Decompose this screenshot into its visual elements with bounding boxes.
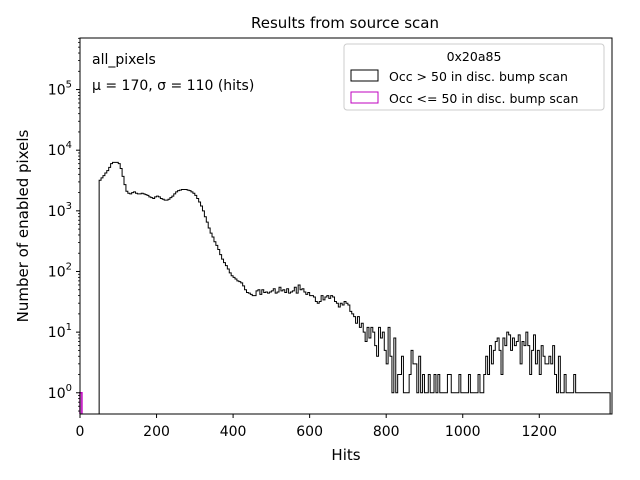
y-tick-label: 102 xyxy=(48,261,72,280)
stats-annotation: μ = 170, σ = 110 (hits) xyxy=(92,78,254,94)
y-tick-label: 104 xyxy=(48,140,72,159)
series-layer xyxy=(79,161,611,414)
x-tick-label: 200 xyxy=(143,424,170,440)
legend-label-occ-above: Occ > 50 in disc. bump scan xyxy=(389,69,568,84)
x-axis-label: Hits xyxy=(331,446,360,464)
legend-label-occ-below: Occ <= 50 in disc. bump scan xyxy=(389,91,578,106)
x-tick-label: 400 xyxy=(220,424,247,440)
y-axis-label: Number of enabled pixels xyxy=(14,129,32,322)
x-tick-label: 600 xyxy=(296,424,323,440)
y-tick-label: 103 xyxy=(48,201,72,220)
histogram-series-occ-above-50 xyxy=(98,161,611,414)
x-tick-label: 1200 xyxy=(521,424,557,440)
x-tick-label: 800 xyxy=(373,424,400,440)
plot-frame xyxy=(79,37,613,415)
legend-box xyxy=(343,43,605,111)
legend-title: 0x20a85 xyxy=(447,49,502,64)
y-tick-label: 101 xyxy=(48,322,72,341)
legend: 0x20a85 Occ > 50 in disc. bump scan Occ … xyxy=(343,43,605,111)
x-tick-label: 0 xyxy=(76,424,85,440)
y-tick-label: 100 xyxy=(48,383,72,402)
legend-swatch-occ-below xyxy=(350,91,379,104)
x-tick-label: 1000 xyxy=(445,424,481,440)
y-axis-ticks: 100 101 102 103 104 105 xyxy=(48,37,80,412)
x-axis-ticks: 0 200 400 600 800 1000 1200 xyxy=(76,414,557,440)
selection-annotation: all_pixels xyxy=(92,52,156,68)
chart-title: Results from source scan xyxy=(251,14,439,32)
y-tick-label: 105 xyxy=(48,80,72,99)
legend-swatch-occ-above xyxy=(350,69,379,82)
